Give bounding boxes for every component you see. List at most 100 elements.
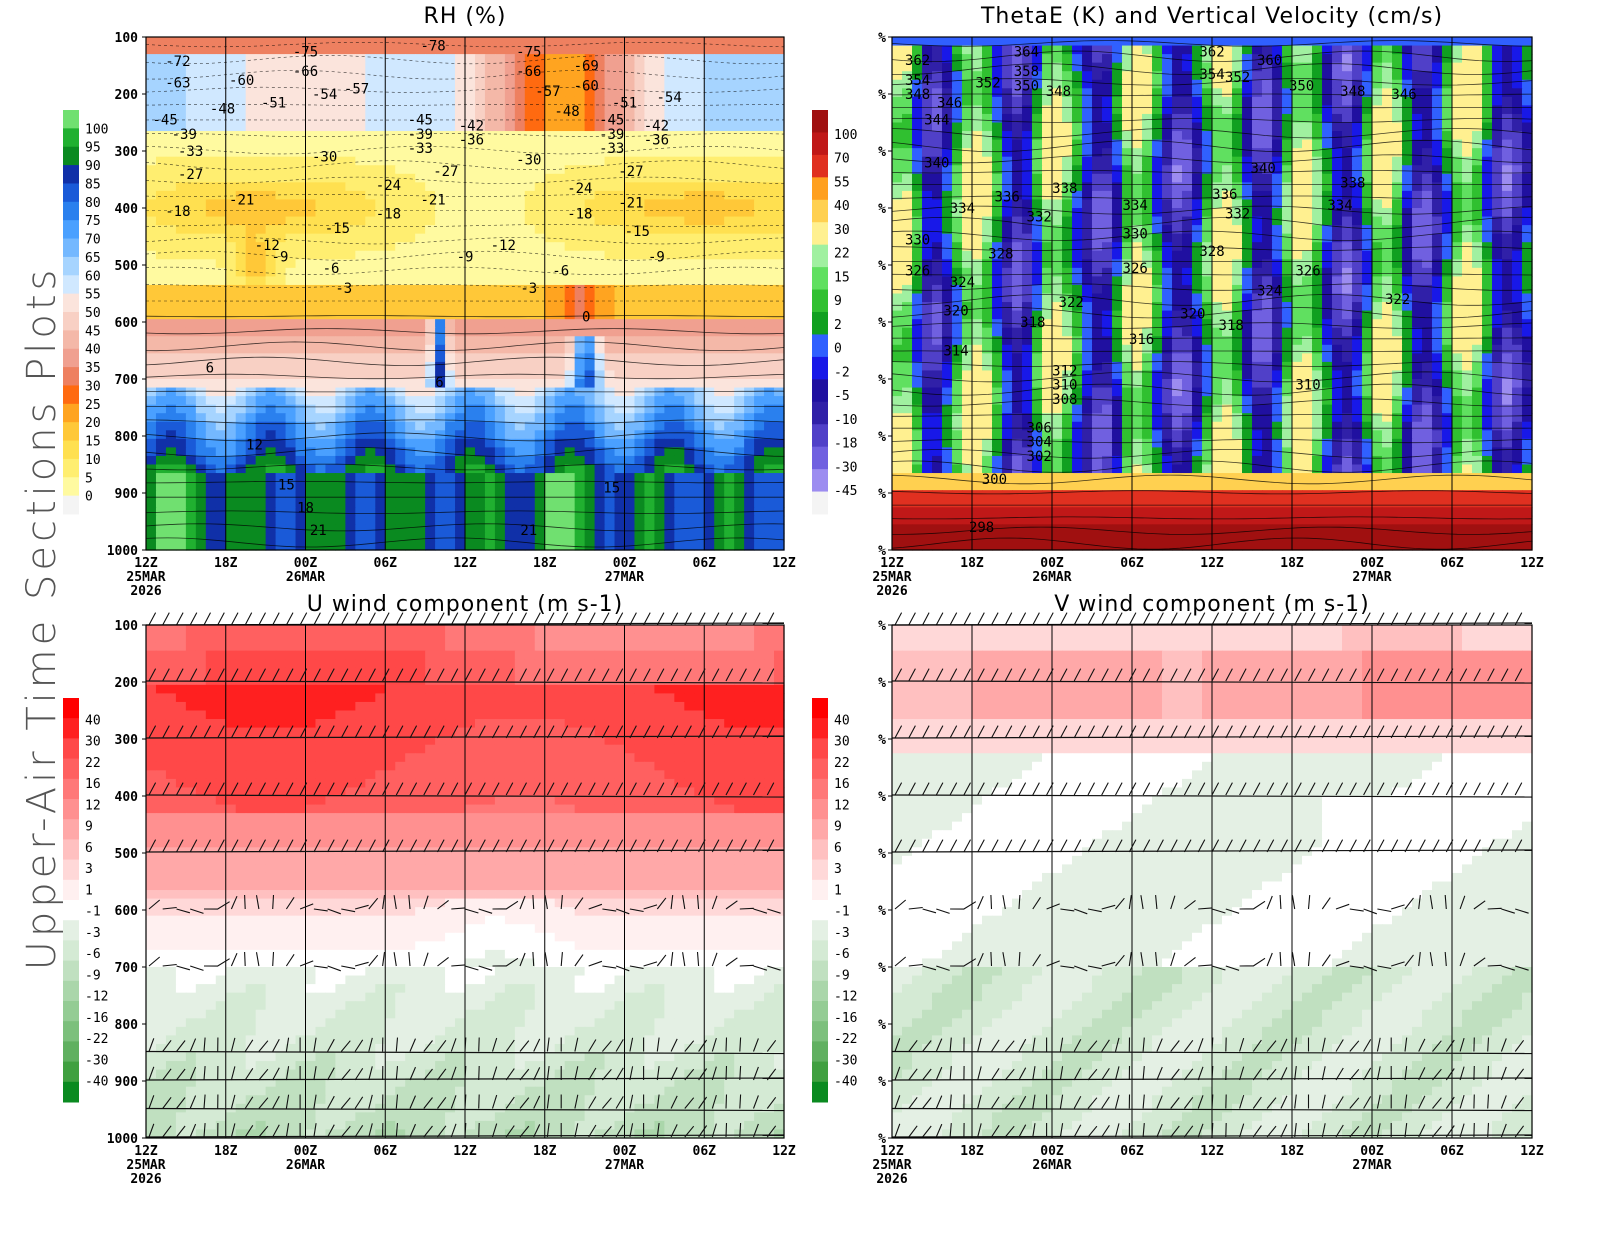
rh-cell (664, 267, 675, 277)
rh-cell (514, 413, 526, 423)
thetae-cell (1322, 62, 1333, 72)
thetae-cell (1242, 37, 1253, 47)
rh-cell (235, 173, 247, 183)
rh-cell (494, 438, 506, 448)
thetae-cell (1252, 105, 1263, 115)
rh-cell (155, 447, 167, 457)
rh-cell (644, 293, 656, 303)
rh-cell (325, 421, 337, 431)
rh-cell (165, 62, 177, 72)
rh-cell (624, 421, 636, 431)
rh-cell (445, 490, 456, 500)
rh-cell (185, 353, 197, 363)
thetae-cell (1082, 88, 1093, 98)
rh-cell (146, 404, 157, 414)
rh-cell (265, 310, 277, 320)
rh-cell (395, 370, 406, 380)
rh-cell (504, 413, 516, 423)
rh-cell (146, 173, 157, 183)
rh-cell (395, 293, 406, 303)
rh-cell (295, 498, 307, 508)
rh-cell (155, 190, 167, 201)
rh-cell (275, 148, 287, 158)
rh-cell (385, 310, 396, 320)
rh-cell (146, 532, 157, 543)
rh-cell (634, 190, 646, 201)
rh-cell (604, 105, 616, 115)
rh-cell (744, 404, 755, 414)
rh-cell (524, 361, 536, 372)
thetae-cell (1472, 37, 1483, 47)
thetae-cell (1252, 131, 1263, 141)
rh-cell (215, 344, 227, 354)
thetae-cell (1092, 113, 1103, 124)
rh-cell (594, 165, 606, 175)
thetae-cell (1472, 156, 1483, 166)
rh-cell (255, 413, 267, 423)
rh-cell (634, 413, 646, 423)
thetae-cell (1262, 79, 1273, 89)
rh-cell (614, 190, 626, 201)
thetae-cell (1362, 122, 1373, 132)
rh-cell (465, 421, 476, 431)
rh-cell (694, 498, 705, 508)
rh-cell (684, 498, 695, 508)
rh-cell (604, 361, 616, 372)
thetae-cell (922, 122, 933, 132)
thetae-cell (1382, 131, 1393, 141)
rh-cell (185, 524, 197, 534)
rh-cell (185, 79, 197, 89)
thetae-cell (1362, 105, 1373, 115)
rh-cell (335, 481, 346, 491)
rh-cell (554, 515, 566, 525)
rh-cell (205, 404, 217, 414)
rh-cell (435, 481, 446, 491)
rh-cell (644, 216, 656, 226)
rh-xtick-label: 12Z (453, 556, 477, 571)
rh-cell (175, 387, 187, 397)
rh-cell (684, 507, 695, 517)
rh-cell (275, 490, 287, 500)
rh-cell (465, 225, 476, 235)
rh-cell (375, 250, 386, 260)
rh-cell (385, 293, 396, 303)
rh-cell (315, 413, 327, 423)
thetae-cell (1092, 45, 1103, 55)
thetae-cell (1502, 45, 1513, 55)
rh-cell (604, 190, 616, 201)
rh-cell (185, 532, 197, 543)
rh-cell (684, 233, 695, 243)
rh-cell (325, 302, 337, 312)
thetae-cell (892, 71, 903, 81)
thetae-cell (1512, 54, 1523, 64)
thetae-cell (1292, 62, 1303, 72)
thetae-cell (1512, 148, 1523, 158)
thetae-cell (1242, 96, 1253, 106)
rh-cell (584, 515, 596, 525)
rh-cell (554, 45, 566, 55)
rh-cell (474, 139, 486, 149)
rh-cell (305, 293, 317, 303)
rh-cell (395, 284, 406, 295)
rh-cell (494, 37, 506, 47)
rh-cell (315, 293, 327, 303)
rh-cell (295, 490, 307, 500)
rh-cell (584, 267, 596, 277)
rh-cell (514, 37, 526, 47)
thetae-cell (1272, 105, 1283, 115)
rh-cell (584, 473, 596, 483)
rh-cell (574, 396, 586, 406)
rh-cell (375, 139, 386, 149)
rh-cell (574, 515, 586, 525)
thetae-cell (1492, 139, 1503, 149)
rh-cell (195, 387, 207, 397)
rh-cell (205, 54, 217, 64)
rh-cell (664, 45, 675, 55)
rh-cell (275, 233, 287, 243)
rh-colorbar-label: 55 (85, 288, 101, 303)
rh-cell (604, 498, 616, 508)
rh-cell (415, 96, 426, 106)
rh-cell (704, 498, 715, 508)
rh-cell (604, 302, 616, 312)
rh-cell (674, 131, 685, 141)
